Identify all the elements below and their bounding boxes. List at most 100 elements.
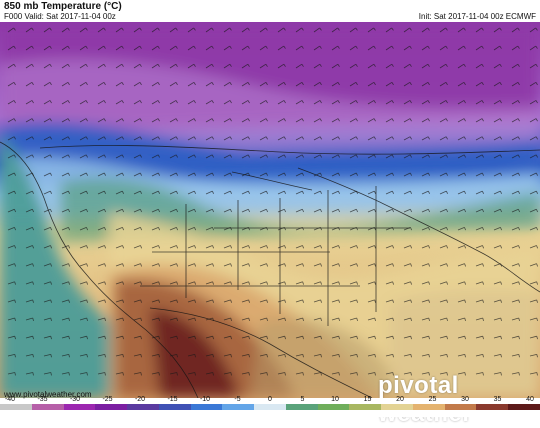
- wind-barb-feather: [355, 172, 358, 176]
- wind-barb: [475, 281, 483, 285]
- wind-barb-feather: [266, 263, 268, 267]
- wind-barb: [493, 208, 501, 213]
- wind-barb: [421, 353, 429, 357]
- wind-barb: [475, 208, 483, 213]
- wind-barb-feather: [50, 317, 52, 322]
- wind-barb: [169, 154, 177, 159]
- wind-barb-feather: [67, 172, 70, 176]
- wind-barb: [493, 245, 501, 249]
- wind-barb-feather: [175, 100, 178, 104]
- wind-barb: [331, 63, 339, 69]
- wind-barb-feather: [500, 372, 502, 376]
- wind-barb: [115, 45, 123, 51]
- wind-barb-feather: [175, 45, 178, 49]
- wind-barb: [133, 172, 141, 177]
- wind-barb-feather: [211, 100, 214, 104]
- wind-barb-feather: [158, 190, 160, 194]
- wind-barb: [529, 190, 537, 195]
- temperature-map[interactable]: [0, 22, 540, 398]
- wind-barb-feather: [212, 372, 214, 376]
- wind-barb: [205, 226, 213, 231]
- wind-barb-feather: [302, 190, 304, 194]
- wind-barb-feather: [338, 190, 340, 194]
- wind-barb: [25, 353, 33, 357]
- wind-barb-feather: [301, 172, 304, 176]
- wind-barb-feather: [374, 317, 376, 322]
- wind-barb: [385, 190, 393, 195]
- wind-barb: [241, 353, 249, 357]
- wind-barb-feather: [248, 317, 250, 322]
- wind-barb: [331, 372, 339, 375]
- wind-barb-feather: [266, 190, 268, 194]
- wind-barb-feather: [229, 27, 232, 31]
- wind-barb: [493, 281, 501, 285]
- wind-barb-feather: [500, 336, 502, 340]
- wind-barb-feather: [122, 190, 124, 194]
- wind-barb: [331, 27, 338, 33]
- wind-barb: [223, 317, 231, 321]
- wind-barb-feather: [535, 154, 538, 158]
- wind-barb-feather: [482, 354, 484, 358]
- wind-barb-feather: [247, 100, 250, 104]
- wind-barb-feather: [212, 209, 214, 213]
- wind-barb: [187, 353, 195, 357]
- wind-barb-feather: [49, 100, 52, 104]
- wind-barb-feather: [139, 136, 142, 140]
- wind-barb-feather: [122, 317, 124, 322]
- wind-barb-feather: [284, 281, 286, 285]
- wind-barb-feather: [428, 336, 430, 340]
- wind-barb-feather: [445, 82, 448, 86]
- wind-barb: [205, 335, 213, 339]
- wind-barb-feather: [230, 281, 232, 285]
- wind-barb-feather: [500, 227, 502, 231]
- wind-barb: [241, 208, 249, 213]
- wind-barb: [439, 317, 447, 321]
- wind-barb-feather: [194, 336, 196, 340]
- wind-barb: [223, 245, 231, 249]
- wind-barb: [529, 317, 537, 321]
- wind-barb-feather: [410, 281, 412, 285]
- wind-barb: [331, 317, 339, 321]
- wind-barb: [493, 100, 501, 105]
- wind-barb: [457, 299, 465, 303]
- wind-barb: [169, 281, 177, 285]
- wind-barb: [367, 118, 375, 123]
- colorbar-tick: 35: [493, 396, 502, 403]
- wind-barb: [457, 208, 465, 213]
- wind-barb: [241, 226, 249, 231]
- wind-barb: [151, 190, 159, 195]
- wind-barb: [349, 172, 357, 177]
- wind-barb-feather: [320, 263, 322, 267]
- wind-barb-feather: [410, 227, 412, 231]
- wind-barb: [169, 226, 177, 231]
- wind-barb-feather: [499, 154, 502, 158]
- wind-barb-feather: [229, 118, 232, 122]
- wind-barb: [43, 118, 51, 123]
- colorbar-segment: [127, 404, 160, 410]
- colorbar-tick: -35: [37, 396, 48, 403]
- wind-barb: [61, 208, 69, 213]
- wind-barb-feather: [14, 190, 16, 194]
- wind-barb: [349, 190, 357, 195]
- wind-barb: [349, 335, 357, 339]
- wind-barb: [61, 372, 69, 375]
- wind-barb-feather: [536, 190, 538, 194]
- footer-bar: www.pivotalweather.com -40 -35 -30 -25 -20 -1…: [0, 390, 540, 417]
- wind-barb: [313, 317, 321, 321]
- wind-barb-feather: [535, 63, 538, 67]
- colorbar-segment: [254, 404, 287, 410]
- wind-barb: [241, 63, 249, 69]
- wind-barb-feather: [31, 118, 34, 122]
- wind-barb: [187, 118, 195, 123]
- wind-barb-feather: [230, 209, 232, 213]
- wind-barb: [205, 172, 213, 177]
- wind-barb-feather: [283, 63, 286, 67]
- wind-barb: [421, 299, 429, 303]
- wind-barb-feather: [31, 136, 34, 140]
- wind-barb-feather: [158, 281, 160, 285]
- wind-barb: [331, 245, 339, 249]
- wind-barb: [223, 335, 231, 339]
- wind-barb-feather: [157, 82, 160, 86]
- wind-barb-feather: [518, 317, 520, 322]
- wind-barb-feather: [194, 190, 196, 194]
